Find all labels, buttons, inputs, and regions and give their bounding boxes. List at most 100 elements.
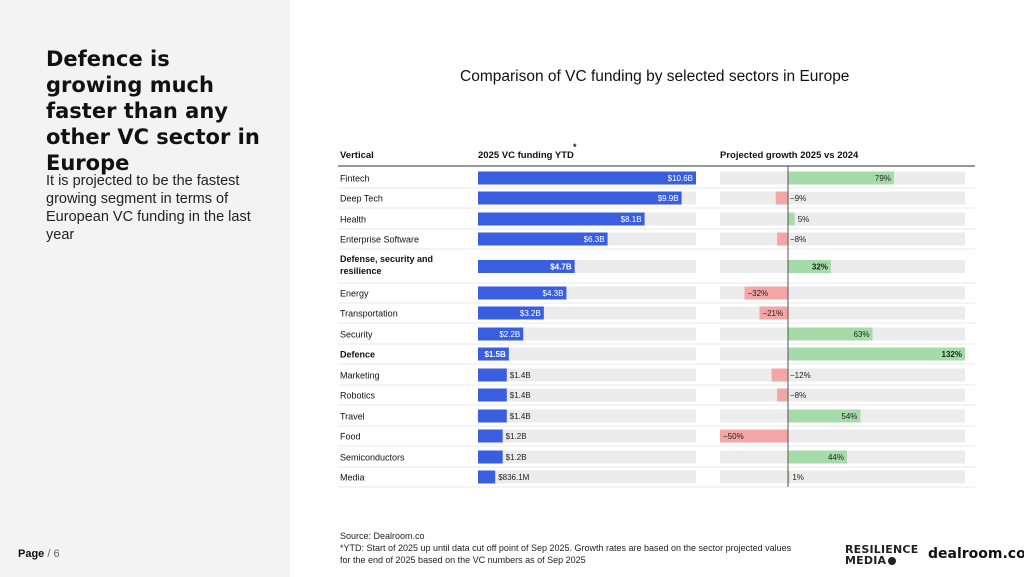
growth-bar — [788, 171, 894, 185]
funding-bar — [478, 191, 682, 205]
growth-value-label: 63% — [853, 330, 869, 339]
footnote: *YTD: Start of 2025 up until data cut of… — [340, 543, 792, 565]
growth-value-label: 44% — [828, 453, 844, 462]
vertical-label: Food — [340, 432, 361, 442]
page-separator: / — [47, 548, 51, 560]
logo-line-2: MEDIA — [845, 554, 887, 567]
funding-value-label: $3.2B — [520, 309, 541, 318]
funding-bar — [478, 171, 696, 185]
funding-bar — [478, 306, 544, 320]
growth-bar — [771, 368, 788, 382]
source-note: Source: Dealroom.co — [340, 531, 425, 541]
vertical-label: Robotics — [340, 391, 376, 401]
funding-value-label: $1.5B — [484, 350, 506, 359]
funding-value-label: $4.7B — [550, 263, 572, 272]
growth-bar — [788, 409, 861, 423]
funding-value-label: $1.4B — [510, 412, 531, 421]
funding-track — [478, 470, 696, 484]
funding-bar — [478, 260, 575, 273]
growth-bar — [744, 286, 788, 300]
funding-bar — [478, 347, 509, 361]
growth-value-label: −32% — [747, 289, 768, 298]
page-label: Page — [18, 548, 45, 560]
subhead: It is projected to be the fastest growin… — [46, 173, 251, 243]
vertical-label: Marketing — [340, 371, 380, 381]
funding-value-label: $836.1M — [498, 473, 529, 482]
vertical-label: Semiconductors — [340, 453, 405, 463]
growth-value-label: 32% — [812, 263, 828, 272]
growth-value-label: 79% — [875, 174, 891, 183]
headline: Defence is growing much faster than any … — [46, 47, 260, 175]
vertical-label: Fintech — [340, 174, 370, 184]
growth-value-label: 5% — [798, 215, 810, 224]
logo-line-1: RESILIENCE — [845, 543, 919, 556]
page-number: 6 — [53, 548, 60, 560]
funding-bar — [478, 470, 496, 484]
growth-bar — [720, 429, 788, 443]
vertical-label: Transportation — [340, 309, 398, 319]
vertical-label: Energy — [340, 289, 369, 299]
vertical-label: Defence — [340, 350, 375, 360]
growth-bar — [788, 347, 965, 361]
chart-title: Comparison of VC funding by selected sec… — [460, 68, 850, 85]
growth-track — [720, 212, 965, 226]
growth-value-label: −21% — [762, 309, 783, 318]
logo-mark-icon — [888, 557, 897, 565]
growth-track — [720, 388, 965, 402]
funding-track — [478, 388, 696, 402]
growth-track — [720, 232, 965, 246]
growth-value-label: −50% — [723, 432, 744, 441]
funding-value-label: $6.3B — [584, 235, 605, 244]
growth-track — [720, 368, 965, 382]
funding-bar — [478, 409, 507, 423]
funding-value-label: $1.4B — [510, 391, 531, 400]
funding-track — [478, 368, 696, 382]
growth-bar — [788, 470, 790, 484]
vertical-label: Media — [340, 473, 365, 483]
funding-value-label: $1.2B — [506, 453, 527, 462]
funding-value-label: $2.2B — [499, 330, 520, 339]
funding-track — [478, 347, 696, 361]
left-panel — [0, 0, 290, 577]
growth-track — [720, 260, 965, 273]
funding-value-label: $8.1B — [621, 215, 642, 224]
dealroom-logo: dealroom.co — [928, 546, 1024, 562]
growth-bar — [777, 388, 788, 402]
funding-bar — [478, 286, 567, 300]
growth-value-label: −12% — [790, 371, 811, 380]
vertical-label: Health — [340, 215, 366, 225]
funding-value-label: $1.2B — [506, 432, 527, 441]
growth-bar — [788, 327, 873, 341]
funding-bar — [478, 429, 503, 443]
vertical-label: Deep Tech — [340, 194, 383, 204]
growth-value-label: −8% — [790, 391, 806, 400]
column-header-1: 2025 VC funding YTD — [478, 150, 574, 161]
column-header-0: Vertical — [340, 150, 374, 161]
funding-value-label: $4.3B — [543, 289, 564, 298]
growth-value-label: −9% — [790, 194, 806, 203]
funding-bar — [478, 232, 608, 246]
funding-track — [478, 327, 696, 341]
vertical-label: Security — [340, 330, 373, 340]
funding-value-label: $10.6B — [668, 174, 693, 183]
growth-value-label: 132% — [942, 350, 962, 359]
funding-bar — [478, 450, 503, 464]
vertical-label: Travel — [340, 412, 365, 422]
vertical-label: resilience — [340, 266, 382, 276]
funding-bar — [478, 212, 645, 226]
growth-bar — [759, 306, 788, 320]
growth-bar — [777, 232, 788, 246]
funding-bar — [478, 368, 507, 382]
funding-track — [478, 450, 696, 464]
funding-value-label: $1.4B — [510, 371, 531, 380]
growth-track — [720, 191, 965, 205]
growth-bar — [788, 212, 795, 226]
growth-bar — [788, 450, 847, 464]
growth-value-label: 54% — [841, 412, 857, 421]
page-indicator: Page / 6 — [18, 548, 60, 560]
growth-track — [720, 306, 965, 320]
resilience-media-logo: RESILIENCE MEDIA — [845, 544, 918, 566]
funding-value-label: $9.9B — [658, 194, 679, 203]
funding-track — [478, 429, 696, 443]
